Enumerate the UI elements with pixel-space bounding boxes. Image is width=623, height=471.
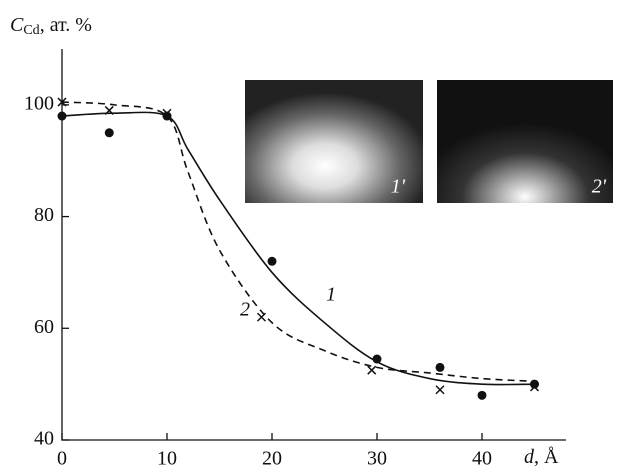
point [436, 363, 445, 372]
y-label-unit: , ат. % [40, 14, 92, 36]
y-tick-label: 100 [24, 92, 54, 114]
curve-label: 1 [326, 284, 336, 306]
point [58, 112, 67, 121]
point [368, 366, 376, 374]
chart: 1' 2' CCd, ат. % d, Å 0 10 20 30 40 40 60 80 100… [0, 0, 623, 471]
x-tick-label: 10 [157, 448, 177, 470]
y-axis-label: CCd, ат. % [10, 14, 92, 39]
curve-label: 2 [240, 299, 250, 321]
point [268, 257, 277, 266]
point [436, 386, 444, 394]
x-label-unit: , Å [534, 446, 559, 468]
y-label-subscript: Cd [23, 23, 39, 38]
inset-image [437, 80, 613, 203]
point [258, 313, 266, 321]
x-tick-label: 20 [262, 448, 282, 470]
point [105, 128, 114, 137]
y-label-symbol: C [10, 14, 24, 36]
y-tick-label: 80 [34, 204, 54, 226]
x-tick-label: 30 [367, 448, 387, 470]
point [478, 391, 487, 400]
y-tick-label: 60 [34, 316, 54, 338]
x-axis-label: d, Å [524, 446, 559, 468]
x-tick-label: 0 [57, 448, 67, 470]
inset-label: 1' [391, 176, 406, 198]
y-tick-label: 40 [34, 428, 54, 450]
inset-label: 2' [592, 176, 607, 198]
x-tick-label: 40 [472, 448, 492, 470]
point [373, 355, 382, 364]
